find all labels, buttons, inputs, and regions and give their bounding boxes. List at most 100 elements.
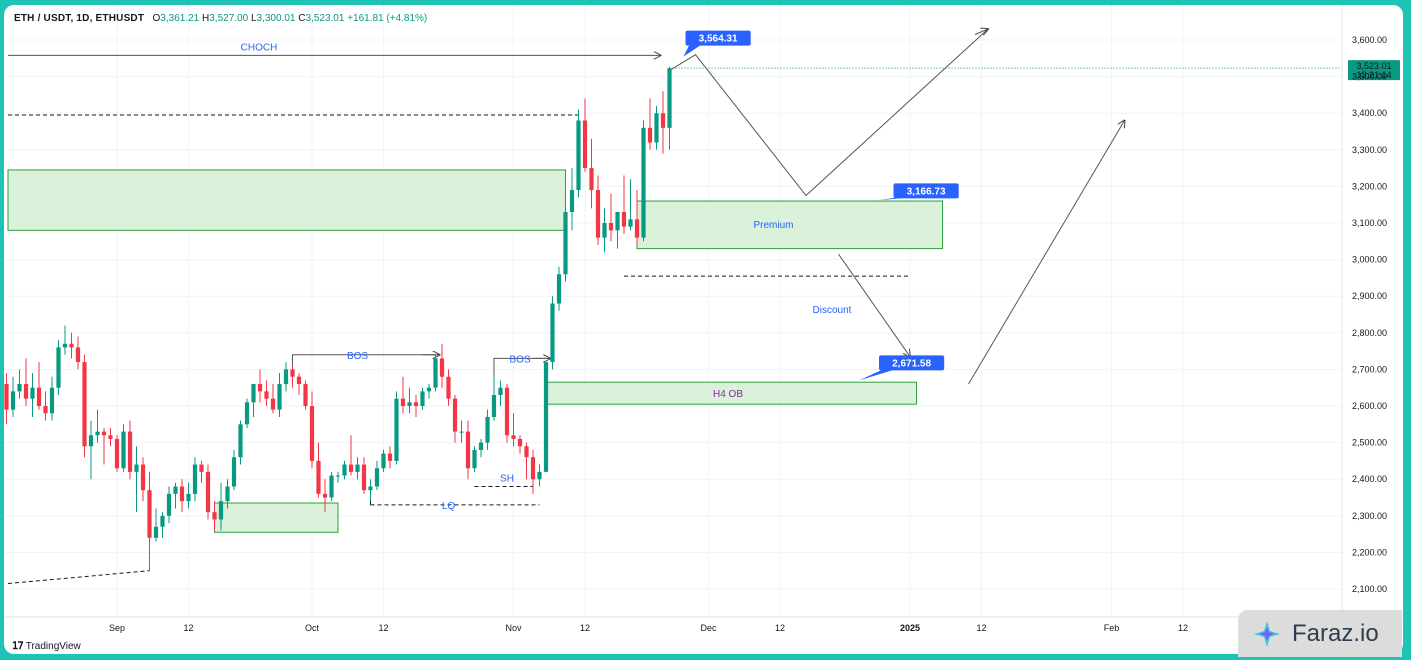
trend-dashed-line [7, 570, 150, 585]
candle-body [407, 402, 412, 406]
callout-ob-pointer [859, 369, 895, 381]
candle-body [342, 464, 347, 476]
last-price-value: 3,523.01 [1356, 61, 1391, 71]
candle [75, 336, 81, 370]
candle [517, 435, 523, 454]
candle [582, 98, 588, 172]
candle-body [179, 486, 185, 502]
candle-body [355, 464, 360, 472]
candle-body [361, 464, 367, 491]
callout-premium-box [893, 183, 959, 199]
candle-body [400, 398, 406, 406]
faraz-text: Faraz.io [1292, 619, 1379, 647]
candle [95, 409, 100, 443]
candle-body [563, 212, 568, 275]
bos-2-line [493, 357, 550, 377]
candle-body [381, 453, 386, 469]
candle-body [543, 362, 549, 472]
y-tick-label: 2,500.00 [1352, 438, 1387, 448]
candle [36, 362, 42, 410]
candle-body [56, 347, 61, 388]
y-tick-label: 3,100.00 [1352, 218, 1387, 228]
candle-body [303, 384, 308, 406]
callout-premium: 3,166.73 [878, 183, 959, 201]
symbol-name[interactable]: ETH / USDT, 1D, ETHUSDT [14, 13, 145, 24]
candle-body [628, 219, 633, 227]
candle-body [517, 438, 523, 447]
sh-label: SH [500, 474, 514, 485]
open-value: 3,361.21 [160, 13, 200, 24]
candle [355, 457, 360, 480]
candle-body [69, 343, 74, 348]
symbol-header: ETH / USDT, 1D, ETHUSDT O3,361.21 H3,527… [14, 13, 428, 24]
tradingview-logo-icon: 𝟣𝟩 [12, 641, 24, 652]
x-tick-label: 12 [1178, 623, 1188, 633]
candle [270, 384, 276, 414]
projection-arrow-2 [968, 121, 1125, 385]
premium-zone [636, 200, 943, 250]
projection-arrow-1 [974, 29, 988, 34]
candle-body [595, 190, 601, 238]
candle-body [309, 406, 315, 461]
candle-body [322, 493, 328, 498]
candle-body [244, 402, 250, 425]
candle [264, 380, 269, 406]
candle-body [537, 471, 542, 480]
candle-body [452, 398, 458, 432]
y-tick-label: 2,600.00 [1352, 401, 1387, 411]
candle [283, 362, 289, 392]
y-tick-label: 2,100.00 [1352, 584, 1387, 594]
high-value: 3,527.00 [209, 13, 249, 24]
candle [114, 435, 120, 472]
candle [413, 395, 419, 417]
candle-body [95, 431, 100, 436]
candle-body [199, 464, 204, 472]
x-tick-label: Oct [305, 623, 320, 633]
candle-body [485, 416, 490, 443]
y-tick-label: 2,900.00 [1352, 291, 1387, 301]
candle [634, 190, 640, 245]
bos-2-label: BOS [509, 354, 530, 365]
faraz-logo-icon [1254, 620, 1280, 647]
x-tick-label: 12 [378, 623, 388, 633]
candle [595, 175, 601, 245]
candle [511, 413, 516, 447]
projection-path-1 [671, 28, 989, 197]
callout-ob-box [879, 355, 945, 371]
candle-body [433, 358, 438, 388]
candle-body [173, 486, 178, 494]
candle-body [238, 424, 243, 458]
candle [556, 266, 562, 311]
candle-body [348, 464, 354, 472]
price-chart[interactable]: CHOCH BOS BOS SH LQ Premium Discount H4 OB 3,564… [4, 5, 1403, 654]
candle [62, 325, 68, 355]
candle [602, 208, 607, 253]
candle [433, 354, 438, 392]
candle [452, 395, 458, 443]
faraz-watermark: Faraz.io [1238, 610, 1402, 657]
candle [316, 442, 321, 498]
candle [641, 120, 646, 242]
candle [439, 343, 445, 388]
tradingview-branding[interactable]: 𝟣𝟩 TradingView [12, 641, 81, 652]
tradingview-text: TradingView [25, 641, 81, 652]
candle [134, 446, 139, 513]
candle [667, 66, 672, 150]
candle-body [446, 376, 451, 399]
y-tick-label: 3,000.00 [1352, 255, 1387, 265]
candle-body [147, 490, 152, 538]
candle-body [43, 406, 48, 414]
candle-body [550, 303, 555, 363]
close-value: 3,523.01 [305, 13, 345, 24]
last-price-badge-box [1348, 60, 1400, 81]
y-tick-label: 2,300.00 [1352, 511, 1387, 521]
y-tick-label: 2,700.00 [1352, 364, 1387, 374]
candle [30, 373, 35, 417]
candle-body [4, 384, 9, 410]
callout-ob-value: 2,671.58 [892, 358, 931, 369]
candle [231, 449, 237, 491]
y-tick-label: 3,400.00 [1352, 108, 1387, 118]
candle [199, 460, 204, 483]
candle-body [667, 68, 672, 128]
candle [43, 391, 48, 421]
